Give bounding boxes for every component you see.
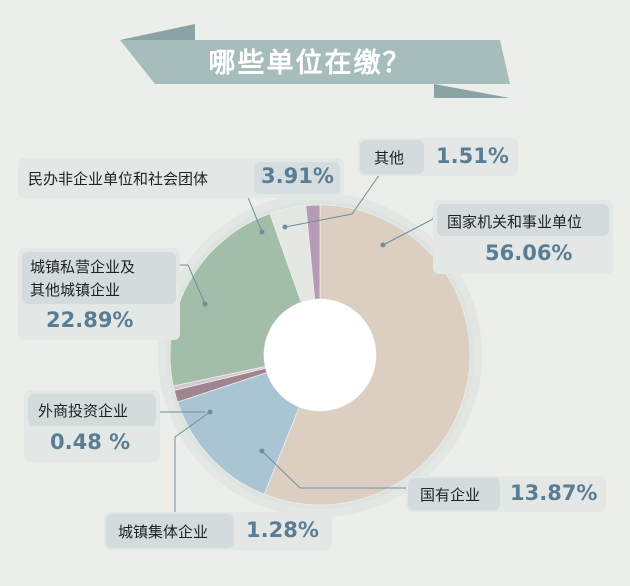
label-collective-pct: 1.28% (246, 518, 319, 542)
label-collective-name: 城镇集体企业 (118, 523, 209, 541)
label-nonprofit-pct: 3.91% (261, 164, 334, 188)
label-national-name-box (437, 204, 609, 236)
label-national: 国家机关和事业单位 56.06% (433, 200, 613, 274)
leader-line-other (284, 170, 383, 228)
label-foreign-name: 外商投资企业 (38, 402, 129, 420)
leader-dot-other (282, 224, 288, 230)
leader-line-collective (174, 411, 211, 518)
label-private-name-box (22, 252, 176, 304)
label-nonprofit: 民办非企业单位和社会团体 3.91% (18, 158, 344, 198)
leader-dot-national (380, 242, 386, 248)
label-other: 其他 1.51% (358, 138, 518, 176)
label-other-name: 其他 (374, 149, 405, 167)
page-title: 哪些单位在缴？ (208, 48, 412, 79)
label-foreign-pct: 0.48 % (50, 430, 131, 454)
label-private-pct: 22.89% (46, 308, 134, 332)
label-foreign: 外商投资企业 0.48 % (24, 390, 160, 462)
label-other-pct: 1.51% (436, 144, 509, 168)
label-state-owned: 国有企业 13.87% (406, 476, 606, 512)
label-nonprofit-pct-box (254, 162, 340, 194)
label-state-owned-pct: 13.87% (510, 481, 598, 505)
leader-dot-collective (207, 409, 213, 415)
label-nonprofit-name: 民办非企业单位和社会团体 (28, 170, 209, 188)
label-private-line1: 城镇私营企业及 (30, 258, 136, 276)
leader-dot-nonprofit (259, 229, 265, 235)
leader-dot-private (202, 301, 208, 307)
label-other-name-box (360, 140, 424, 174)
label-state-owned-name-box (408, 478, 500, 510)
leader-dot-state-owned (259, 448, 265, 454)
label-foreign-name-box (28, 394, 156, 426)
title-banner (120, 24, 510, 98)
label-private: 城镇私营企业及 其他城镇企业 22.89% (18, 248, 180, 340)
label-collective-name-box (106, 514, 234, 548)
label-private-line2: 其他城镇企业 (30, 281, 121, 299)
leader-line-state-owned (261, 450, 408, 489)
leader-line-national (382, 217, 436, 246)
label-collective: 城镇集体企业 1.28% (104, 512, 332, 550)
label-national-name: 国家机关和事业单位 (447, 213, 583, 231)
label-state-owned-name: 国有企业 (420, 486, 481, 504)
donut-hole (264, 299, 376, 411)
label-national-pct: 56.06% (485, 241, 573, 265)
